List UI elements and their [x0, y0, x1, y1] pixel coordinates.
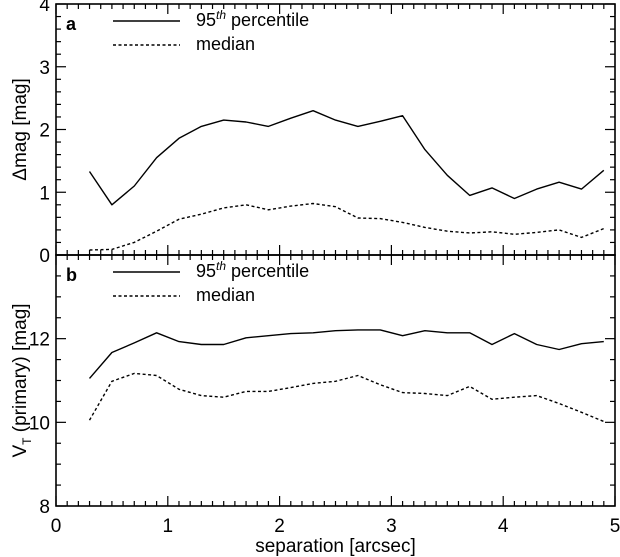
- series-line-95th-percentile: [88, 109, 605, 206]
- panel-a: 0 1 2 3 4a 95th percentile median Δmag [mag]: [10, 0, 616, 267]
- x-tick-label: 5: [610, 516, 620, 537]
- legend-label-95th-percentile: 95th percentile: [196, 259, 309, 281]
- plot-frame: [55, 254, 616, 507]
- y-tick-label: 12: [29, 330, 50, 351]
- x-axis-title: separation [arcsec]: [255, 536, 416, 557]
- y-tick-label: 8: [39, 497, 50, 518]
- x-tick-label: 2: [274, 516, 285, 537]
- series-line-median: [88, 372, 605, 423]
- y-axis-title: VT (primary) [mag]: [10, 303, 34, 457]
- panel-label: b: [66, 265, 77, 285]
- x-tick-label: 1: [163, 516, 174, 537]
- shared-axis: separation [arcsec]: [255, 536, 416, 557]
- legend-label-median: median: [196, 285, 255, 305]
- y-tick-label: 4: [39, 0, 50, 16]
- plot-frame: [55, 3, 616, 256]
- x-tick-label: 4: [498, 516, 509, 537]
- legend-label-95th-percentile: 95th percentile: [196, 8, 309, 30]
- y-tick-label: 3: [39, 58, 50, 79]
- y-axis-title: Δmag [mag]: [10, 78, 31, 180]
- series-line-median: [89, 202, 605, 251]
- series-line-95th-percentile: [88, 329, 604, 379]
- y-tick-label: 0: [39, 246, 50, 267]
- y-tick-label: 1: [39, 183, 50, 204]
- y-tick-label: 2: [39, 121, 50, 142]
- panel-label: a: [66, 14, 77, 34]
- x-tick-label: 0: [51, 516, 62, 537]
- x-tick-label: 3: [386, 516, 397, 537]
- legend-label-median: median: [196, 34, 255, 54]
- y-tick-label: 10: [29, 413, 50, 434]
